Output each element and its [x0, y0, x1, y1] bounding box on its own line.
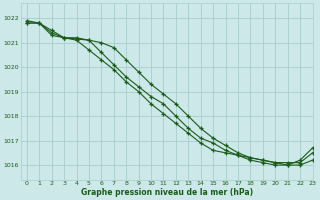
X-axis label: Graphe pression niveau de la mer (hPa): Graphe pression niveau de la mer (hPa): [81, 188, 252, 197]
